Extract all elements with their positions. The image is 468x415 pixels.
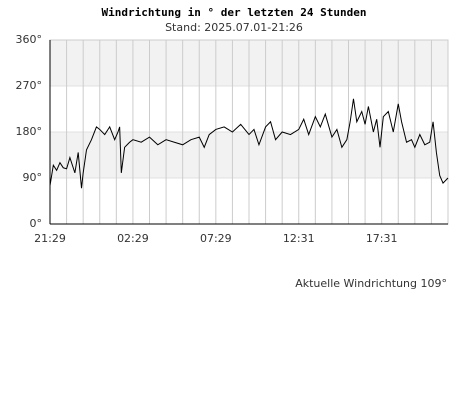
line xyxy=(49,98,449,189)
y-tick-label: 90° xyxy=(23,171,43,184)
x-tick-label: 12:31 xyxy=(283,232,315,245)
y-tick-label: 0° xyxy=(30,217,43,230)
x-tick-label: 07:29 xyxy=(200,232,232,245)
y-tick-label: 180° xyxy=(16,125,43,138)
chart-title: Windrichtung in ° der letzten 24 Stunden xyxy=(102,6,367,19)
y-tick-label: 270° xyxy=(16,79,43,92)
annotation: Aktuelle Windrichtung 109° xyxy=(295,277,447,290)
x-tick-label: 21:29 xyxy=(34,232,66,245)
x-tick-label: 02:29 xyxy=(117,232,149,245)
x-tick-label: 17:31 xyxy=(366,232,398,245)
chart-subtitle: Stand: 2025.07.01-21:26 xyxy=(165,21,303,34)
y-tick-label: 360° xyxy=(16,33,43,46)
